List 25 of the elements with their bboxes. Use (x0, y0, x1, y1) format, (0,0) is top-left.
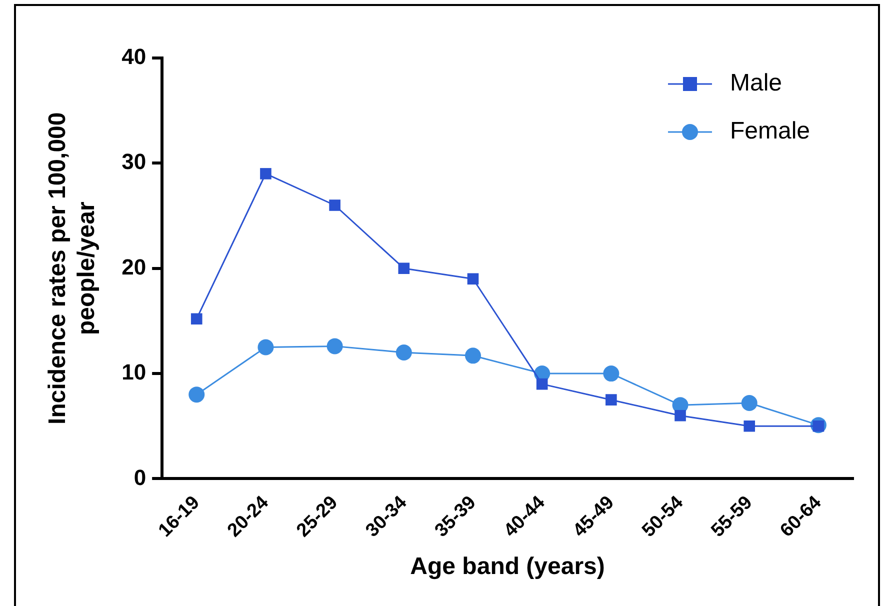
point (398, 262, 410, 274)
point (258, 339, 274, 356)
y-tick-label: 20 (122, 254, 146, 280)
y-tick-label: 40 (122, 44, 146, 70)
point (603, 366, 620, 382)
point (467, 273, 479, 285)
legend-label: Female (730, 118, 810, 145)
point (326, 338, 343, 354)
y-axis-title: Incidence rates per 100,000 people/year (44, 112, 100, 424)
x-axis-title: Age band (years) (410, 553, 605, 580)
y-tick-label: 10 (122, 360, 146, 385)
point (329, 200, 340, 211)
point (464, 348, 481, 364)
point (396, 344, 412, 360)
y-tick-label: 0 (134, 464, 146, 490)
point (190, 313, 202, 324)
point (674, 410, 686, 422)
point (260, 168, 272, 180)
point (188, 386, 205, 403)
legend-label: Male (730, 70, 782, 97)
point (606, 394, 617, 406)
point (744, 420, 756, 432)
point (741, 394, 758, 411)
y-tick-label: 30 (122, 149, 146, 174)
point (536, 378, 548, 390)
